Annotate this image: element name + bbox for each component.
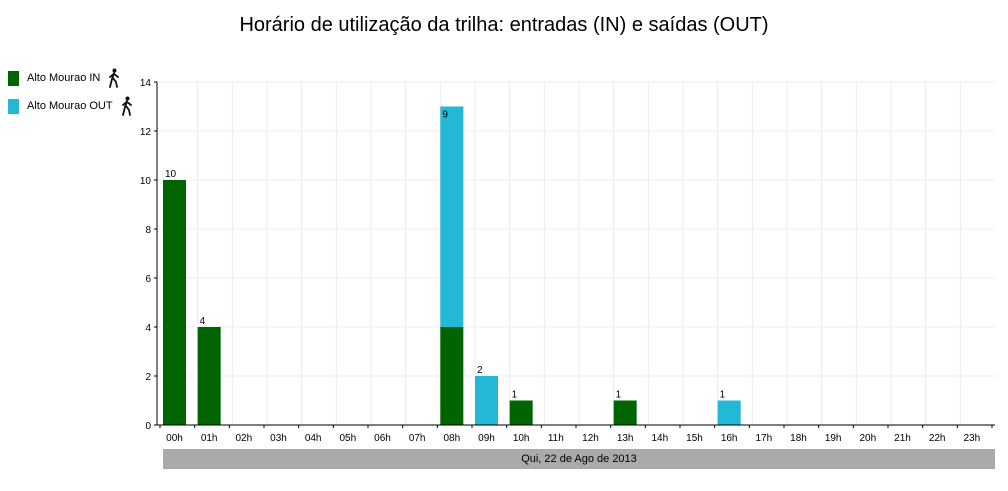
x-tick-label: 09h <box>478 433 495 444</box>
legend-item-out[interactable]: Alto Mourao OUT <box>8 96 134 116</box>
x-tick-label: 10h <box>513 433 530 444</box>
bar-in-10h <box>509 400 533 425</box>
data-label: 1 <box>720 390 726 401</box>
bar-in-01h <box>197 327 221 425</box>
data-label: 1 <box>512 390 518 401</box>
bar-in-08h <box>440 327 464 425</box>
x-tick-label: 14h <box>651 433 668 444</box>
x-tick-label: 07h <box>409 433 426 444</box>
x-tick-label: 19h <box>825 433 842 444</box>
y-tick-label: 2 <box>145 372 151 383</box>
y-tick-label: 0 <box>145 421 151 432</box>
x-tick-label: 23h <box>963 433 980 444</box>
x-tick-label: 15h <box>686 433 703 444</box>
data-label: 9 <box>442 110 448 121</box>
bar-out-09h <box>475 376 498 425</box>
y-tick-label: 4 <box>145 323 151 334</box>
walking-person-icon <box>109 68 120 88</box>
x-tick-label: 18h <box>790 433 807 444</box>
data-label: 2 <box>477 365 483 376</box>
data-label: 10 <box>165 169 177 180</box>
legend-label-out: Alto Mourao OUT <box>27 100 113 112</box>
legend-label-in: Alto Mourao IN <box>27 72 101 84</box>
x-tick-label: 12h <box>582 433 599 444</box>
x-tick-label: 17h <box>755 433 772 444</box>
y-tick-label: 6 <box>145 274 151 285</box>
bar-out-16h <box>717 400 741 425</box>
y-tick-label: 10 <box>140 176 152 187</box>
bar-out-08h <box>440 106 464 327</box>
x-tick-label: 22h <box>929 433 946 444</box>
bar-in-00h <box>163 180 186 425</box>
walking-person-icon <box>121 96 132 116</box>
x-tick-label: 08h <box>443 433 460 444</box>
legend-swatch-out <box>8 98 19 114</box>
legend-swatch-in <box>8 70 19 86</box>
data-label: 4 <box>200 316 206 327</box>
x-tick-label: 11h <box>548 433 564 444</box>
bar-in-13h <box>613 400 637 425</box>
x-tick-label: 21h <box>894 433 911 444</box>
x-tick-label: 06h <box>374 433 391 444</box>
x-tick-label: 04h <box>305 433 322 444</box>
y-tick-label: 14 <box>140 78 152 89</box>
y-tick-label: 12 <box>140 127 152 138</box>
x-tick-label: 00h <box>166 433 183 444</box>
data-label: 1 <box>616 390 622 401</box>
y-tick-label: 8 <box>145 225 151 236</box>
legend-item-in[interactable]: Alto Mourao IN <box>8 68 121 88</box>
x-tick-label: 01h <box>201 433 218 444</box>
x-tick-label: 20h <box>859 433 876 444</box>
x-tick-label: 05h <box>339 433 356 444</box>
x-tick-label: 13h <box>617 433 634 444</box>
x-tick-label: 16h <box>721 433 738 444</box>
x-tick-label: 03h <box>270 433 287 444</box>
date-label: Qui, 22 de Ago de 2013 <box>163 449 995 469</box>
x-tick-label: 02h <box>235 433 252 444</box>
chart-title: Horário de utilização da trilha: entrada… <box>239 14 769 36</box>
